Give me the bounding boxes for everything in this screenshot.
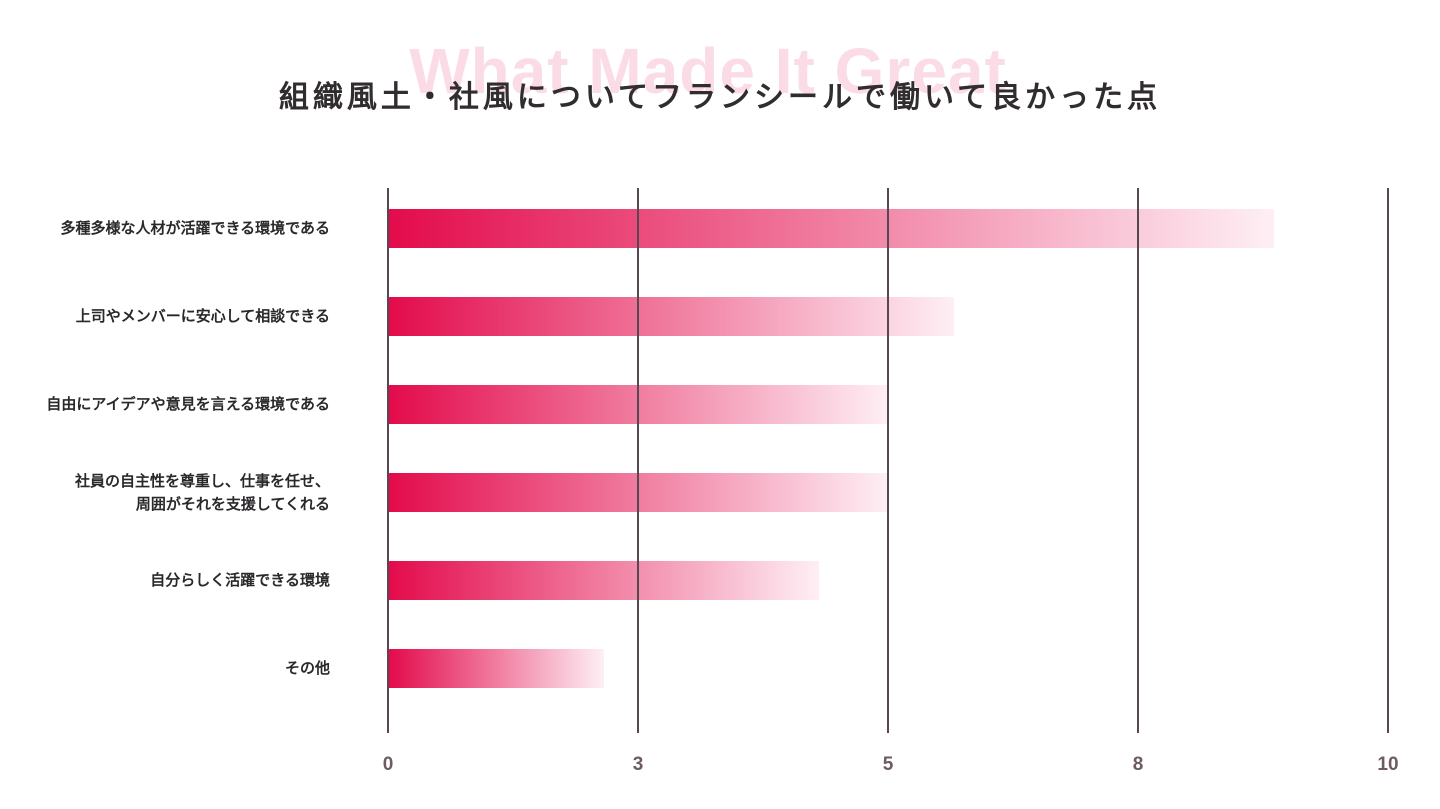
plot-area: 0 3 5 8 10 bbox=[383, 188, 1399, 775]
x-tick-label: 5 bbox=[882, 754, 894, 775]
watermark-text: What Made It Great bbox=[409, 35, 1007, 107]
category-label: 自分らしく活躍できる環境 bbox=[150, 572, 330, 589]
gridline bbox=[1137, 188, 1139, 733]
page-title: 組織風土・社風についてフランシールで働いて良かった点 bbox=[278, 81, 1162, 114]
category-label: 自由にアイデアや意見を言える環境である bbox=[46, 396, 330, 413]
gridline bbox=[1387, 188, 1389, 733]
bar bbox=[389, 385, 889, 424]
gridline bbox=[387, 188, 389, 733]
bar bbox=[389, 209, 1274, 248]
chart-header: What Made It Great 組織風土・社風についてフランシールで働いて… bbox=[0, 0, 1440, 150]
x-tick-label: 8 bbox=[1132, 754, 1144, 775]
category-label: その他 bbox=[284, 660, 330, 677]
category-axis: 多種多様な人材が活躍できる環境である上司やメンバーに安心して相談できる自由にアイ… bbox=[30, 188, 330, 733]
bar bbox=[389, 297, 954, 336]
bar bbox=[389, 649, 604, 688]
x-tick-label: 3 bbox=[632, 754, 644, 775]
category-label: 上司やメンバーに安心して相談できる bbox=[75, 308, 330, 325]
x-tick-label: 0 bbox=[382, 754, 394, 775]
category-label: 多種多様な人材が活躍できる環境である bbox=[60, 220, 330, 237]
gridline bbox=[887, 188, 889, 733]
category-label: 社員の自主性を尊重し、仕事を任せ、 周囲がそれを支援してくれる bbox=[74, 472, 330, 513]
gridline bbox=[637, 188, 639, 733]
bar bbox=[389, 473, 889, 512]
bar bbox=[389, 561, 819, 600]
x-tick-label: 10 bbox=[1377, 754, 1399, 775]
